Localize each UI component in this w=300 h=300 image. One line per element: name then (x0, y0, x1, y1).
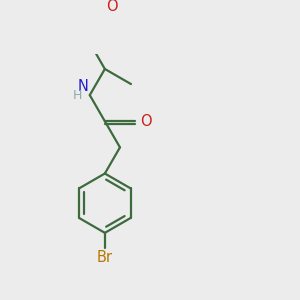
Text: O: O (140, 114, 151, 129)
Text: O: O (106, 0, 118, 14)
Text: N: N (78, 79, 88, 94)
Text: Br: Br (97, 250, 113, 265)
Text: H: H (73, 89, 83, 102)
